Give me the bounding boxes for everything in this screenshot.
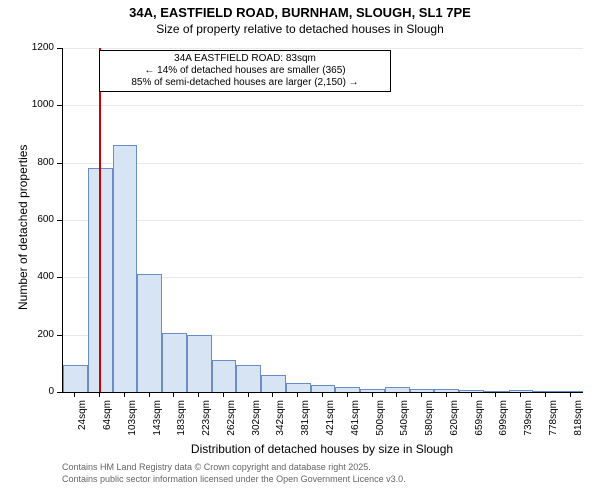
chart-title-sub: Size of property relative to detached ho… [0, 22, 600, 36]
y-tick-mark [57, 335, 62, 336]
x-tick-mark [421, 392, 422, 397]
y-tick-label: 400 [14, 271, 54, 282]
histogram-bar [459, 390, 484, 392]
x-tick-label: 739sqm [523, 400, 534, 445]
x-tick-label: 103sqm [127, 400, 138, 445]
x-tick-mark [248, 392, 249, 397]
gridline [63, 105, 583, 106]
x-tick-label: 183sqm [176, 400, 187, 445]
histogram-bar [162, 333, 187, 392]
annotation-line: ← 14% of detached houses are smaller (36… [104, 65, 386, 77]
x-tick-mark [545, 392, 546, 397]
histogram-bar [212, 360, 237, 392]
x-tick-mark [124, 392, 125, 397]
x-tick-label: 302sqm [251, 400, 262, 445]
histogram-bar [335, 387, 360, 392]
x-tick-mark [297, 392, 298, 397]
chart-container: 34A, EASTFIELD ROAD, BURNHAM, SLOUGH, SL… [0, 0, 600, 500]
x-tick-mark [471, 392, 472, 397]
x-tick-mark [272, 392, 273, 397]
x-tick-mark [372, 392, 373, 397]
histogram-bar [187, 335, 212, 392]
y-tick-label: 200 [14, 329, 54, 340]
histogram-bar [311, 385, 336, 392]
y-axis-label: Number of detached properties [16, 145, 30, 310]
x-tick-label: 778sqm [548, 400, 559, 445]
x-tick-label: 421sqm [325, 400, 336, 445]
x-tick-mark [347, 392, 348, 397]
histogram-bar [533, 391, 558, 392]
x-tick-label: 659sqm [474, 400, 485, 445]
y-tick-mark [57, 163, 62, 164]
x-tick-mark [173, 392, 174, 397]
y-tick-label: 1000 [14, 99, 54, 110]
x-tick-mark [223, 392, 224, 397]
x-tick-mark [570, 392, 571, 397]
y-tick-label: 600 [14, 214, 54, 225]
y-tick-mark [57, 277, 62, 278]
x-tick-mark [520, 392, 521, 397]
x-tick-label: 143sqm [152, 400, 163, 445]
histogram-bar [261, 375, 286, 392]
x-tick-mark [495, 392, 496, 397]
histogram-bar [286, 383, 311, 392]
histogram-bar [63, 365, 88, 392]
x-tick-label: 818sqm [573, 400, 584, 445]
x-tick-label: 262sqm [226, 400, 237, 445]
y-tick-mark [57, 48, 62, 49]
attribution-line-1: Contains HM Land Registry data © Crown c… [62, 462, 371, 472]
x-tick-mark [396, 392, 397, 397]
y-tick-label: 800 [14, 157, 54, 168]
x-tick-label: 540sqm [399, 400, 410, 445]
x-tick-mark [322, 392, 323, 397]
x-tick-mark [99, 392, 100, 397]
gridline [63, 163, 583, 164]
x-tick-mark [198, 392, 199, 397]
y-tick-mark [57, 220, 62, 221]
x-tick-label: 580sqm [424, 400, 435, 445]
annotation-box: 34A EASTFIELD ROAD: 83sqm← 14% of detach… [99, 50, 391, 92]
histogram-bar [360, 389, 385, 392]
histogram-bar [113, 145, 138, 392]
histogram-bar [558, 391, 583, 392]
x-tick-label: 342sqm [275, 400, 286, 445]
attribution-line-2: Contains public sector information licen… [62, 474, 406, 484]
reference-line [99, 48, 101, 392]
x-tick-label: 381sqm [300, 400, 311, 445]
y-tick-label: 0 [14, 386, 54, 397]
x-tick-mark [149, 392, 150, 397]
histogram-bar [236, 365, 261, 392]
x-tick-mark [74, 392, 75, 397]
x-tick-mark [446, 392, 447, 397]
x-tick-label: 620sqm [449, 400, 460, 445]
y-tick-mark [57, 105, 62, 106]
x-tick-label: 24sqm [77, 400, 88, 445]
annotation-line: 85% of semi-detached houses are larger (… [104, 77, 386, 89]
x-tick-label: 500sqm [375, 400, 386, 445]
chart-title-main: 34A, EASTFIELD ROAD, BURNHAM, SLOUGH, SL… [0, 5, 600, 20]
y-tick-label: 1200 [14, 42, 54, 53]
x-tick-label: 699sqm [498, 400, 509, 445]
plot-area: 34A EASTFIELD ROAD: 83sqm← 14% of detach… [62, 48, 583, 393]
x-tick-label: 223sqm [201, 400, 212, 445]
x-tick-label: 64sqm [102, 400, 113, 445]
gridline [63, 220, 583, 221]
annotation-line: 34A EASTFIELD ROAD: 83sqm [104, 53, 386, 65]
y-tick-mark [57, 392, 62, 393]
gridline [63, 48, 583, 49]
histogram-bar [137, 274, 162, 392]
histogram-bar [434, 389, 459, 392]
x-tick-label: 461sqm [350, 400, 361, 445]
